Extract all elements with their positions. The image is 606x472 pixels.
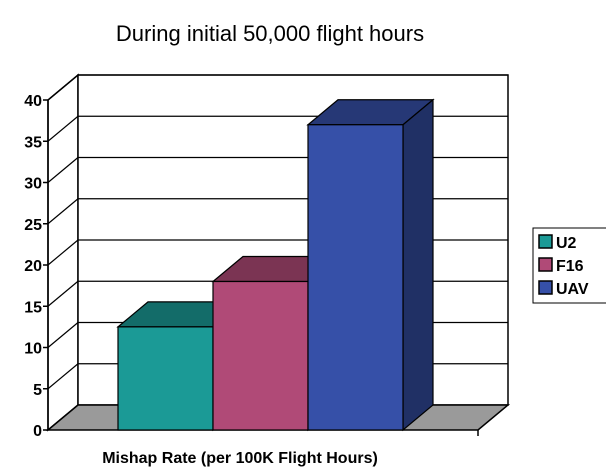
x-axis-label: Mishap Rate (per 100K Flight Hours) xyxy=(102,450,378,467)
gridline-side xyxy=(47,74,79,101)
y-tick-label: 15 xyxy=(24,299,42,316)
gridline-side xyxy=(47,239,79,266)
y-tick-label: 10 xyxy=(24,341,42,358)
gridline-side xyxy=(47,157,79,183)
bar-front xyxy=(212,280,309,431)
y-tick-label: 0 xyxy=(33,423,42,440)
y-tick-label: 20 xyxy=(24,258,42,275)
bar-front xyxy=(307,124,404,431)
y-axis: 0 5 10 15 20 25 30 35 40 xyxy=(24,93,479,440)
y-tick-label: 40 xyxy=(24,93,42,110)
gridline-side xyxy=(47,280,79,307)
bar-side xyxy=(402,98,434,432)
legend-label-u2: U2 xyxy=(556,235,577,252)
y-tick-label: 30 xyxy=(24,176,42,193)
plot-area xyxy=(45,73,511,432)
gridline-side xyxy=(47,115,79,142)
y-tick-label: 35 xyxy=(24,134,42,151)
y-tick-label: 5 xyxy=(33,382,42,399)
chart-title: During initial 50,000 flight hours xyxy=(116,21,424,46)
gridline-side xyxy=(47,198,79,225)
legend-label-uav: UAV xyxy=(556,281,589,298)
y-tick-label: 25 xyxy=(24,217,42,234)
legend: U2 F16 UAV xyxy=(532,227,606,304)
bar-front xyxy=(117,326,214,431)
gridline-side xyxy=(47,363,79,390)
legend-label-f16: F16 xyxy=(556,258,584,275)
bar-uav xyxy=(306,98,435,432)
gridline-side xyxy=(47,322,79,348)
legend-swatch-uav xyxy=(538,280,553,295)
legend-swatch-u2 xyxy=(538,234,553,249)
legend-swatch-f16 xyxy=(538,257,553,272)
